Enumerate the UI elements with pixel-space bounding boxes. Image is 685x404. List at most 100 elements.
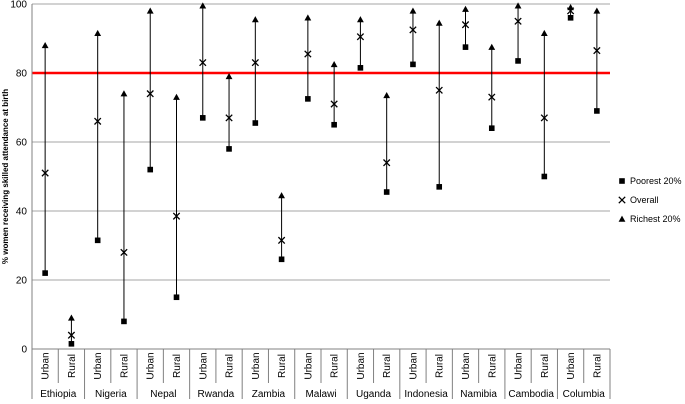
group-label: Malawi (305, 389, 336, 400)
category-label: Rural (330, 354, 341, 378)
group-label: Zambia (252, 389, 286, 400)
richest-marker (94, 29, 102, 37)
richest-marker (225, 73, 233, 80)
category-label: Urban (93, 352, 104, 379)
overall-marker (277, 236, 286, 244)
category-label: Rural (225, 354, 236, 378)
overall-marker (146, 90, 154, 98)
y-tick-label: 80 (16, 69, 28, 80)
overall-marker (251, 58, 259, 67)
group-label: Nepal (150, 389, 176, 400)
group-label: Cambodia (508, 389, 554, 400)
category-label: Urban (356, 352, 367, 379)
y-tick-label: 40 (16, 207, 28, 218)
group-label: Rwanda (198, 389, 235, 400)
legend-item-label: Overall (630, 195, 659, 205)
poorest-marker (488, 125, 495, 131)
overall-marker (435, 86, 443, 94)
group-label: Uganda (356, 389, 391, 400)
category-label: Rural (592, 354, 603, 378)
richest-marker (120, 90, 128, 97)
poorest-marker (462, 44, 469, 50)
overall-marker (172, 212, 181, 220)
poorest-marker (42, 270, 48, 276)
poorest-marker (410, 61, 416, 68)
richest-marker (173, 93, 180, 100)
overall-marker (330, 100, 338, 108)
richest-marker (146, 7, 154, 14)
richest-marker (330, 60, 338, 68)
richest-marker (514, 2, 522, 9)
poorest-marker (94, 237, 101, 244)
category-label: Urban (41, 352, 52, 379)
overall-marker (488, 93, 496, 101)
poorest-marker (383, 189, 390, 195)
richest-marker (304, 14, 312, 21)
poorest-marker (515, 58, 521, 64)
richest-marker (567, 4, 574, 11)
legend-poorest-marker (619, 178, 625, 184)
poorest-marker (278, 256, 285, 263)
overall-marker (304, 50, 312, 58)
y-tick-label: 20 (16, 276, 28, 287)
category-label: Urban (146, 352, 157, 379)
overall-marker (409, 26, 417, 34)
overall-marker (593, 46, 601, 55)
overall-marker (540, 114, 548, 122)
group-label: Nigeria (95, 389, 127, 400)
overall-marker (94, 117, 102, 125)
category-label: Rural (172, 354, 183, 378)
richest-marker (199, 2, 207, 9)
poorest-marker (567, 15, 574, 21)
poorest-marker (357, 65, 364, 71)
y-tick-label: 60 (16, 138, 28, 149)
group-label: Indonesia (404, 389, 448, 400)
legend-richest-marker (618, 215, 626, 222)
richest-marker (462, 5, 469, 12)
group-label: Columbia (563, 389, 606, 400)
category-label: Urban (514, 352, 525, 379)
overall-marker (41, 169, 49, 177)
richest-marker (251, 16, 259, 23)
poorest-marker (147, 166, 154, 173)
category-label: Rural (487, 354, 498, 378)
poorest-marker (252, 120, 259, 126)
category-label: Rural (435, 354, 446, 378)
overall-marker (67, 331, 76, 339)
overall-marker (199, 58, 207, 67)
poorest-marker (436, 184, 443, 190)
richest-marker (409, 7, 417, 14)
richest-marker (593, 7, 601, 14)
category-label: Urban (566, 352, 577, 379)
category-label: Rural (382, 354, 393, 378)
overall-marker (356, 33, 365, 41)
overall-marker (120, 248, 128, 257)
poorest-marker (305, 96, 311, 102)
y-tick-label: 100 (10, 0, 27, 11)
category-label: Urban (198, 352, 209, 379)
overall-marker (514, 17, 522, 25)
richest-marker (383, 92, 391, 99)
group-label: Ethiopia (40, 389, 77, 400)
richest-marker (41, 42, 49, 49)
poorest-marker (68, 341, 75, 347)
legend-item-label: Richest 20% (630, 214, 681, 224)
overall-marker (225, 114, 233, 122)
richest-marker (68, 314, 75, 321)
overall-marker (383, 159, 391, 167)
y-axis-title: % women receiving skilled attendance at … (1, 89, 10, 264)
category-label: Urban (251, 352, 262, 379)
richest-marker (488, 43, 496, 50)
category-label: Rural (540, 354, 551, 378)
richest-marker (357, 16, 364, 23)
poorest-marker (173, 294, 180, 301)
group-label: Namibia (460, 389, 497, 400)
poorest-marker (541, 173, 548, 180)
category-label: Urban (461, 352, 472, 379)
poorest-marker (121, 318, 127, 325)
overall-marker (461, 21, 470, 29)
category-label: Urban (408, 352, 419, 379)
richest-marker (540, 29, 548, 37)
richest-marker (278, 192, 285, 199)
